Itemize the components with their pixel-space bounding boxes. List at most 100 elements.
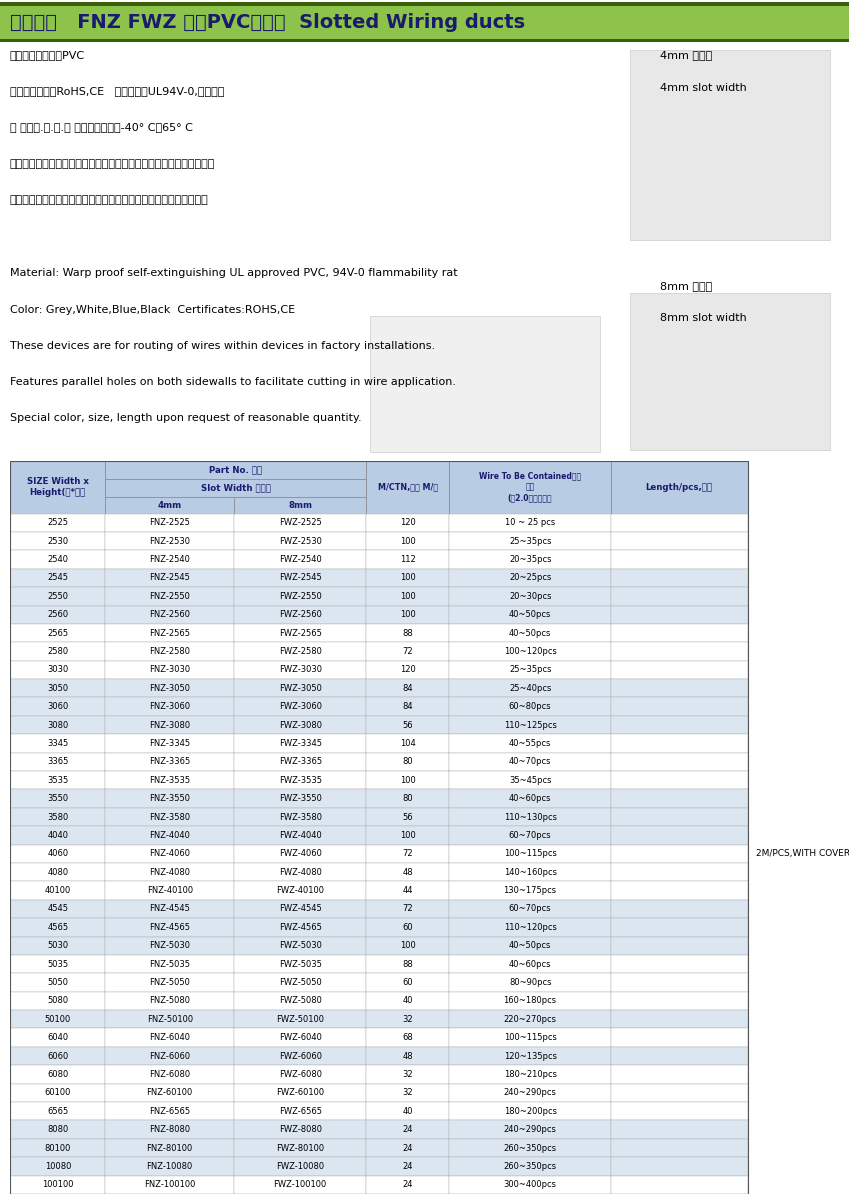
Bar — [449, 569, 611, 587]
Text: FWZ-4060: FWZ-4060 — [278, 850, 322, 858]
Bar — [10, 973, 105, 991]
Text: FWZ-2545: FWZ-2545 — [278, 574, 322, 582]
Bar — [449, 697, 611, 716]
Bar — [367, 551, 449, 569]
Text: 56: 56 — [402, 720, 413, 730]
Text: 72: 72 — [402, 850, 413, 858]
Text: 84: 84 — [402, 684, 413, 692]
Bar — [449, 863, 611, 881]
Text: 56: 56 — [402, 812, 413, 822]
Bar — [10, 1139, 105, 1157]
Text: 40~60pcs: 40~60pcs — [509, 960, 551, 968]
Bar — [367, 863, 449, 881]
Bar — [234, 497, 367, 514]
Bar — [367, 661, 449, 679]
Text: FNZ-3080: FNZ-3080 — [149, 720, 190, 730]
Text: FNZ-10080: FNZ-10080 — [147, 1162, 193, 1171]
Bar — [10, 1176, 105, 1194]
Text: 104: 104 — [400, 739, 416, 748]
Text: FWZ-6040: FWZ-6040 — [278, 1033, 322, 1042]
Bar — [10, 808, 105, 827]
Bar — [234, 569, 367, 587]
Bar — [105, 587, 234, 606]
Text: 40~70pcs: 40~70pcs — [509, 757, 551, 767]
Text: 颜 色：灰.白.蓝.黑 工作温度：静态-40° C至65° C: 颜 色：灰.白.蓝.黑 工作温度：静态-40° C至65° C — [10, 122, 193, 132]
Text: FNZ-100100: FNZ-100100 — [144, 1181, 195, 1189]
Text: 260~350pcs: 260~350pcs — [503, 1144, 557, 1152]
Text: 3060: 3060 — [48, 702, 69, 712]
Bar — [10, 1121, 105, 1139]
Bar — [449, 991, 611, 1010]
Text: 72: 72 — [402, 647, 413, 656]
Text: 2550: 2550 — [48, 592, 68, 601]
Text: 2580: 2580 — [48, 647, 69, 656]
Bar — [449, 973, 611, 991]
Bar — [367, 1139, 449, 1157]
Bar — [611, 697, 748, 716]
Bar — [105, 642, 234, 661]
Bar — [10, 900, 105, 918]
Bar — [234, 734, 367, 752]
Bar — [367, 973, 449, 991]
Bar — [611, 991, 748, 1010]
Text: FNZ-3050: FNZ-3050 — [149, 684, 190, 692]
Text: FNZ-2540: FNZ-2540 — [149, 556, 190, 564]
Text: 60~70pcs: 60~70pcs — [509, 830, 552, 840]
Text: 5035: 5035 — [48, 960, 69, 968]
Text: 100~115pcs: 100~115pcs — [503, 850, 557, 858]
Text: FWZ-40100: FWZ-40100 — [276, 886, 324, 895]
Bar — [449, 808, 611, 827]
Text: FNZ-6565: FNZ-6565 — [149, 1106, 190, 1116]
Bar — [367, 514, 449, 532]
Bar — [449, 551, 611, 569]
Bar — [611, 514, 748, 532]
Text: 130~175pcs: 130~175pcs — [503, 886, 557, 895]
Bar — [105, 973, 234, 991]
Text: These devices are for routing of wires within devices in factory installations.: These devices are for routing of wires w… — [10, 341, 436, 350]
Text: 40~50pcs: 40~50pcs — [509, 941, 551, 950]
Bar — [10, 551, 105, 569]
Bar — [367, 1084, 449, 1102]
Bar — [105, 790, 234, 808]
Bar — [105, 808, 234, 827]
Bar — [449, 881, 611, 900]
Text: FWZ-4565: FWZ-4565 — [278, 923, 322, 932]
Text: 4mm slot width: 4mm slot width — [660, 83, 747, 92]
Bar — [105, 936, 234, 955]
Text: 44: 44 — [402, 886, 413, 895]
Bar — [449, 1157, 611, 1176]
Text: FNZ-4080: FNZ-4080 — [149, 868, 190, 877]
Bar — [611, 1028, 748, 1046]
Bar — [611, 1176, 748, 1194]
Bar — [10, 772, 105, 790]
Bar — [10, 679, 105, 697]
Bar — [105, 1066, 234, 1084]
Bar — [611, 918, 748, 936]
Text: 240~290pcs: 240~290pcs — [503, 1126, 557, 1134]
Bar — [367, 587, 449, 606]
Bar — [611, 679, 748, 697]
Bar — [611, 808, 748, 827]
Text: 40~55pcs: 40~55pcs — [509, 739, 551, 748]
Text: 材质：低卤素硬质PVC: 材质：低卤素硬质PVC — [10, 50, 85, 60]
Text: FNZ-2525: FNZ-2525 — [149, 518, 190, 527]
Text: FWZ-6565: FWZ-6565 — [278, 1106, 322, 1116]
Bar — [105, 734, 234, 752]
Bar — [234, 551, 367, 569]
Bar — [449, 461, 611, 514]
Text: 48: 48 — [402, 868, 413, 877]
Bar — [105, 716, 234, 734]
Bar — [234, 642, 367, 661]
Bar — [611, 1066, 748, 1084]
Text: 25~35pcs: 25~35pcs — [509, 536, 551, 546]
Text: 6565: 6565 — [48, 1106, 69, 1116]
Bar — [105, 1139, 234, 1157]
Bar — [105, 479, 367, 497]
Text: FNZ-5050: FNZ-5050 — [149, 978, 190, 988]
Text: 2540: 2540 — [48, 556, 68, 564]
Bar — [367, 936, 449, 955]
Text: 3580: 3580 — [48, 812, 69, 822]
Text: 8080: 8080 — [48, 1126, 69, 1134]
Bar — [367, 679, 449, 697]
Bar — [449, 752, 611, 772]
